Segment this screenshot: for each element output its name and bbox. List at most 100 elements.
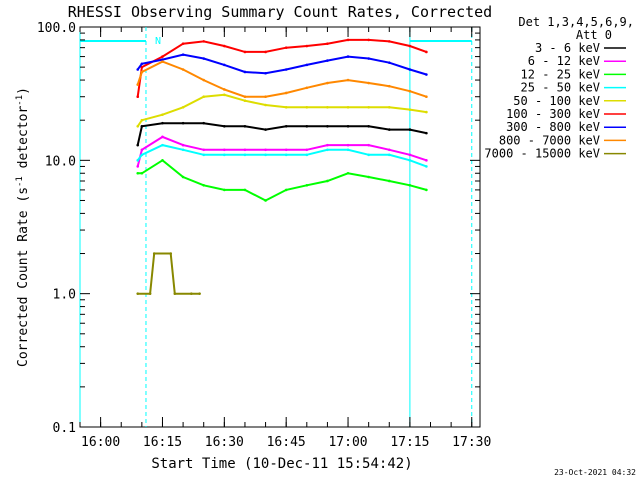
legend-label-2: 12 - 25 keV — [521, 67, 600, 81]
series-point-7 — [243, 95, 247, 99]
legend-label-3: 25 - 50 keV — [521, 81, 600, 95]
series-point-3 — [223, 153, 226, 157]
series-line-3 — [136, 144, 427, 168]
series-point-7 — [408, 89, 412, 93]
series-line-5 — [136, 38, 427, 97]
series-point-0 — [346, 124, 350, 128]
series-point-1 — [161, 135, 164, 139]
series-point-4 — [367, 105, 370, 109]
series-point-8 — [152, 252, 156, 255]
series-point-3 — [161, 143, 164, 147]
series-point-6 — [140, 62, 144, 66]
series-point-7 — [326, 81, 329, 85]
series-point-2 — [202, 183, 206, 187]
series-point-6 — [387, 61, 391, 64]
y-tick-label: 10.0 — [45, 154, 76, 169]
series-point-6 — [408, 68, 412, 71]
series-point-1 — [326, 143, 329, 147]
x-tick-label: 16:00 — [81, 435, 120, 450]
plot-area: N — [79, 26, 481, 428]
series-point-2 — [223, 188, 226, 192]
series-point-3 — [284, 153, 288, 157]
series-point-7 — [202, 78, 206, 82]
series-point-3 — [408, 159, 412, 162]
series-point-2 — [264, 199, 267, 202]
series-point-3 — [181, 148, 185, 152]
series-point-0 — [243, 124, 247, 128]
series-point-4 — [387, 105, 391, 109]
series-point-1 — [387, 148, 391, 152]
series-point-8 — [173, 292, 177, 295]
series-point-6 — [425, 73, 428, 76]
series-point-2 — [181, 175, 185, 179]
series-point-0 — [408, 128, 412, 131]
x-tick-label: 17:00 — [328, 435, 367, 450]
series-point-2 — [408, 183, 412, 187]
series-point-2 — [161, 159, 164, 162]
series-point-1 — [408, 153, 412, 157]
series-point-5 — [202, 40, 206, 43]
series-point-6 — [326, 59, 329, 62]
series-point-4 — [223, 93, 226, 97]
series-point-4 — [284, 105, 288, 109]
series-point-4 — [326, 105, 329, 109]
series-point-0 — [425, 131, 428, 135]
series-point-6 — [243, 70, 247, 74]
series-point-5 — [181, 42, 185, 45]
series-point-7 — [264, 95, 267, 99]
series-point-1 — [367, 143, 370, 147]
series-point-7 — [367, 81, 370, 85]
series-point-3 — [425, 165, 428, 168]
series-point-4 — [140, 118, 144, 122]
chart-title: RHESSI Observing Summary Count Rates, Co… — [68, 3, 492, 21]
series-point-0 — [305, 124, 309, 128]
series-point-1 — [425, 159, 428, 162]
series-point-5 — [136, 95, 140, 99]
legend-label-7: 800 - 7000 keV — [499, 133, 600, 147]
series-point-3 — [243, 153, 247, 157]
series-point-0 — [264, 128, 267, 131]
series-point-4 — [161, 113, 164, 116]
series-point-1 — [223, 148, 226, 152]
series-point-2 — [346, 171, 350, 175]
series-point-0 — [140, 124, 144, 128]
series-point-6 — [264, 71, 267, 75]
series-line-1 — [136, 135, 427, 167]
series-point-7 — [181, 68, 185, 71]
series-point-3 — [346, 148, 350, 152]
series-point-2 — [243, 188, 247, 192]
legend-header-2: Att 0 — [576, 28, 612, 42]
series-point-5 — [346, 38, 350, 42]
series-point-4 — [136, 124, 140, 128]
series-point-1 — [346, 143, 350, 147]
series-point-1 — [243, 148, 247, 152]
series-point-2 — [367, 175, 370, 179]
series-point-7 — [346, 78, 350, 82]
series-point-5 — [367, 38, 370, 42]
series-line-0 — [136, 122, 427, 146]
series-point-5 — [425, 50, 428, 54]
series-point-1 — [140, 148, 144, 152]
series-point-7 — [387, 84, 391, 88]
series-point-2 — [284, 188, 288, 192]
y-axis-label-sup2: -1 — [15, 95, 25, 106]
series-point-6 — [136, 68, 140, 71]
series-point-6 — [181, 53, 185, 56]
series-point-2 — [326, 179, 329, 183]
series-point-0 — [181, 121, 185, 125]
series-point-4 — [346, 105, 350, 109]
series-point-5 — [223, 44, 226, 48]
series-point-2 — [305, 183, 309, 187]
series-point-0 — [202, 121, 206, 125]
legend-label-5: 100 - 300 keV — [506, 107, 600, 121]
series-point-4 — [305, 105, 309, 109]
series-point-0 — [223, 124, 226, 128]
legend-label-8: 7000 - 15000 keV — [484, 147, 600, 161]
series-point-1 — [202, 148, 206, 152]
series-point-3 — [136, 159, 140, 162]
y-axis-label-sup1: -1 — [15, 176, 25, 187]
series-point-7 — [305, 86, 309, 90]
x-tick-label: 16:30 — [205, 435, 244, 450]
series-point-7 — [425, 95, 428, 99]
